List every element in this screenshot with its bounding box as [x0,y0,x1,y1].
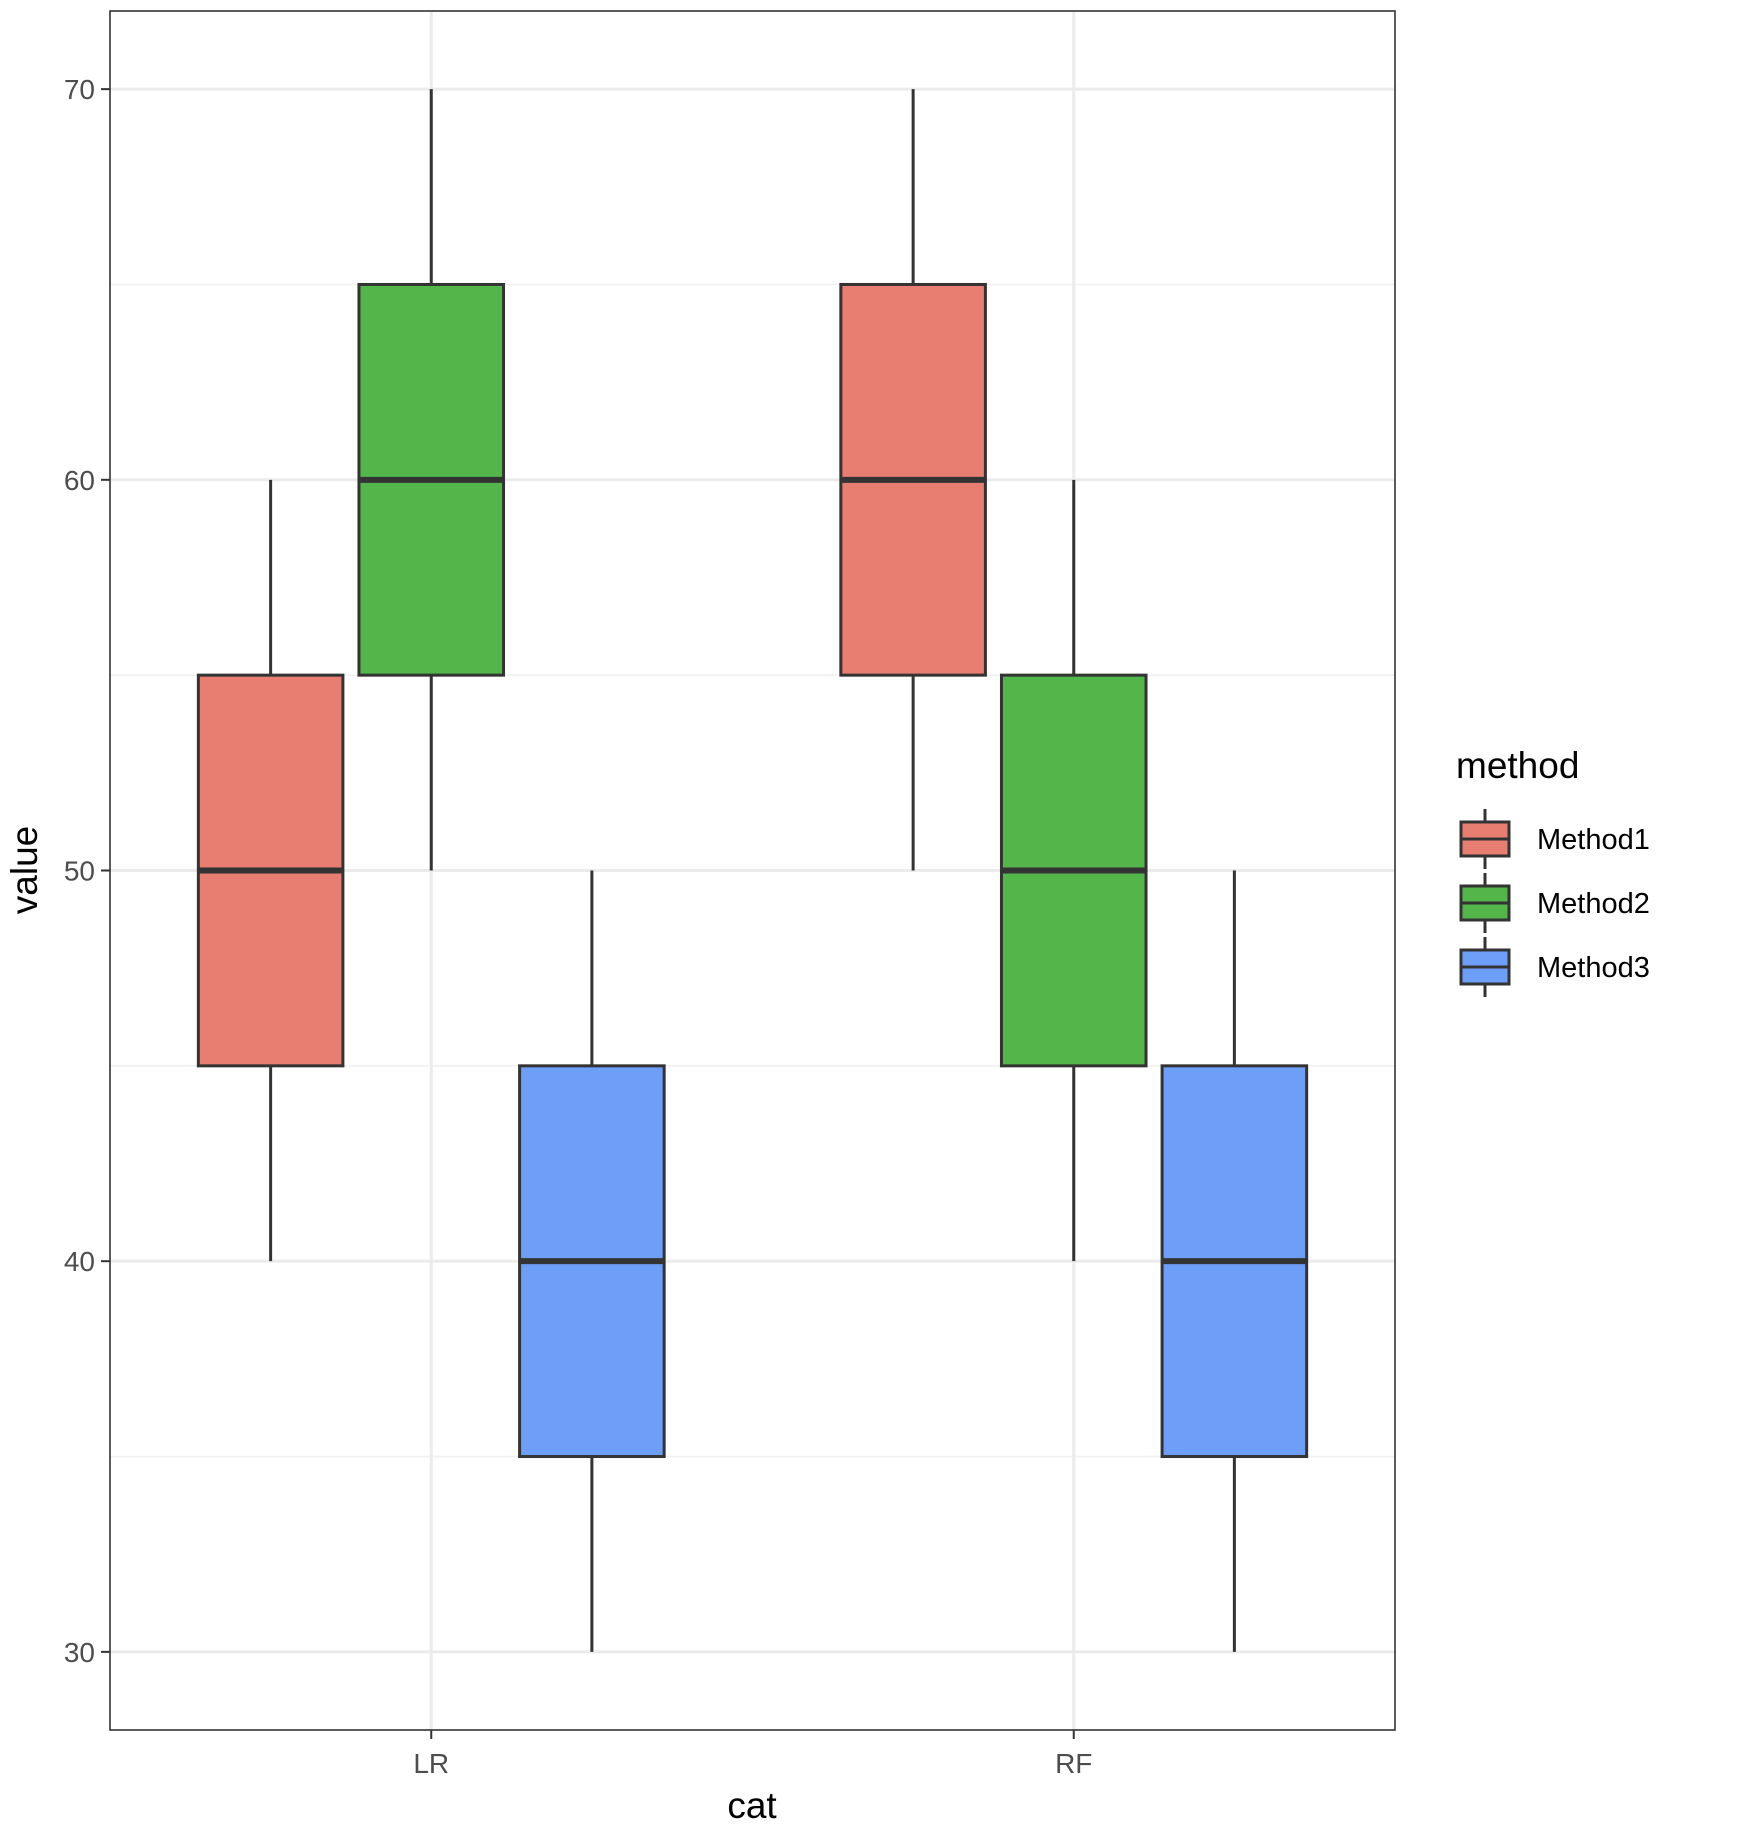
y-tick-label: 70 [64,74,95,105]
legend-item-method3: Method3 [1459,937,1650,997]
box-method1-rf [839,89,987,871]
legend-item-method1: Method1 [1459,809,1650,869]
y-axis-title: value [4,826,45,914]
box-layer [196,89,1309,1652]
legend-item-method2: Method2 [1459,873,1650,933]
legend: method Method1 Method2 Method3 [1456,745,1650,997]
x-tick-label: LR [413,1748,449,1779]
y-tick-label: 40 [64,1246,95,1277]
y-tick-label: 50 [64,856,95,887]
x-tick-label: RF [1055,1748,1092,1779]
box-method3-lr [518,870,666,1652]
legend-title: method [1456,745,1579,786]
box-method2-rf [999,479,1148,1262]
x-axis-title: cat [727,1785,777,1826]
legend-label: Method1 [1537,824,1650,856]
legend-label: Method2 [1537,888,1650,920]
y-tick-label: 30 [64,1637,95,1668]
box-method1-lr [196,479,345,1262]
legend-label: Method3 [1537,952,1650,984]
box-method2-lr [357,89,506,871]
y-tick-label: 60 [64,465,95,496]
box-method3-rf [1160,870,1309,1652]
axis-layer: 30 40 50 60 70 LR RF [64,74,1093,1779]
